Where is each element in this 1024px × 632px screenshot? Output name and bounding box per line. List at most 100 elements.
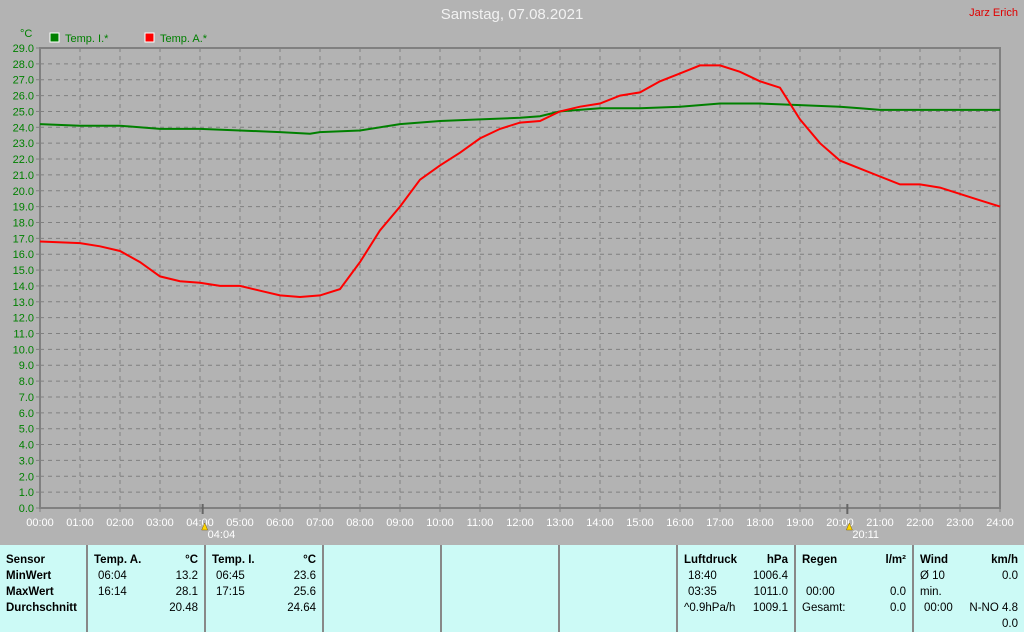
x-tick-label: 08:00 — [346, 517, 374, 529]
marker-label: 04:04 — [208, 529, 236, 541]
y-tick-label: 15.0 — [13, 265, 34, 277]
temp-i-avg: 24.64 — [287, 600, 316, 616]
y-tick-label: 27.0 — [13, 75, 34, 87]
x-tick-label: 12:00 — [506, 517, 534, 529]
temperature-chart: 0.01.02.03.04.05.06.07.08.09.010.011.012… — [0, 0, 1024, 545]
wind-unit: km/h — [969, 552, 1018, 568]
wind-avg-label: Ø 10 min. — [920, 568, 969, 600]
x-tick-label: 09:00 — [386, 517, 414, 529]
y-tick-label: 11.0 — [13, 329, 34, 341]
y-tick-label: 2.0 — [19, 471, 34, 483]
y-tick-label: 28.0 — [13, 59, 34, 71]
y-tick-label: 16.0 — [13, 249, 34, 261]
stats-table: Sensor MinWert MaxWert Durchschnitt Temp… — [0, 545, 1024, 632]
temp-i-max: 25.6 — [287, 584, 316, 600]
y-tick-label: 21.0 — [13, 170, 34, 182]
y-tick-label: 8.0 — [19, 376, 34, 388]
temp-a-max: 28.1 — [169, 584, 198, 600]
wind-max: N-NO 4.8 — [969, 600, 1018, 616]
temp-i-unit: °C — [287, 552, 316, 568]
marker-label: 20:11 — [852, 529, 879, 541]
regen-header: Regen — [802, 552, 886, 568]
y-tick-label: 23.0 — [13, 138, 34, 150]
y-tick-label: 24.0 — [13, 122, 34, 134]
y-tick-label: 4.0 — [19, 440, 34, 452]
x-tick-label: 13:00 — [546, 517, 574, 529]
regen-time: 00:00 — [802, 584, 886, 600]
luftdruck-header: Luftdruck — [684, 552, 753, 568]
x-tick-label: 19:00 — [786, 517, 814, 529]
luftdruck-max: 1011.0 — [753, 584, 788, 600]
series-line-1 — [40, 65, 1000, 297]
x-tick-label: 23:00 — [946, 517, 974, 529]
y-tick-label: 26.0 — [13, 91, 34, 103]
legend-label: Temp. I.* — [65, 33, 109, 45]
x-tick-label: 02:00 — [106, 517, 134, 529]
author-label: Jarz Erich — [969, 7, 1018, 19]
empty-column — [323, 545, 441, 632]
wind-avg: 0.0 — [969, 568, 1018, 600]
luftdruck-unit: hPa — [753, 552, 788, 568]
x-tick-label: 11:00 — [467, 517, 494, 529]
x-tick-label: 03:00 — [146, 517, 174, 529]
temp-i-min-time: 06:45 — [212, 568, 287, 584]
y-tick-label: 12.0 — [13, 313, 34, 325]
y-tick-label: 22.0 — [13, 154, 34, 166]
x-tick-label: 17:00 — [706, 517, 734, 529]
x-tick-label: 21:00 — [866, 517, 894, 529]
y-tick-label: 10.0 — [13, 344, 34, 356]
temp-i-header: Temp. I. — [212, 552, 287, 568]
legend-swatch — [50, 33, 59, 42]
luftdruck-max-time: 03:35 — [684, 584, 753, 600]
temp-a-unit: °C — [169, 552, 198, 568]
x-tick-label: 15:00 — [626, 517, 654, 529]
y-tick-label: 5.0 — [19, 424, 34, 436]
y-tick-label: 7.0 — [19, 392, 34, 404]
x-tick-label: 22:00 — [906, 517, 934, 529]
x-tick-label: 14:00 — [586, 517, 614, 529]
temp-i-max-time: 17:15 — [212, 584, 287, 600]
y-tick-label: 29.0 — [13, 43, 34, 55]
y-axis-unit: °C — [20, 28, 32, 40]
row-label-min: MinWert — [6, 568, 80, 584]
x-tick-label: 01:00 — [66, 517, 94, 529]
x-tick-label: 18:00 — [746, 517, 774, 529]
x-tick-label: 04:00 — [186, 517, 214, 529]
wind-header: Wind — [920, 552, 969, 568]
y-tick-label: 6.0 — [19, 408, 34, 420]
y-tick-label: 13.0 — [13, 297, 34, 309]
y-tick-label: 3.0 — [19, 455, 34, 467]
luftdruck-min-time: 18:40 — [684, 568, 753, 584]
temp-a-max-time: 16:14 — [94, 584, 169, 600]
empty-column — [441, 545, 559, 632]
sensor-column: Sensor MinWert MaxWert Durchschnitt — [0, 545, 86, 616]
y-tick-label: 14.0 — [13, 281, 34, 293]
regen-unit: l/m² — [886, 552, 906, 568]
legend-swatch — [145, 33, 154, 42]
x-tick-label: 05:00 — [226, 517, 254, 529]
regen-total: 0.0 — [886, 600, 906, 616]
row-label-avg: Durchschnitt — [6, 600, 80, 616]
x-tick-label: 06:00 — [266, 517, 294, 529]
luftdruck-avg: 1009.1 — [753, 600, 788, 616]
regen-value: 0.0 — [886, 584, 906, 600]
sensor-header: Sensor — [6, 552, 80, 568]
y-tick-label: 25.0 — [13, 106, 34, 118]
temp-a-min: 13.2 — [169, 568, 198, 584]
y-tick-label: 19.0 — [13, 202, 34, 214]
wind-time: 00:00 — [920, 600, 969, 616]
x-tick-label: 10:00 — [426, 517, 454, 529]
temp-a-header: Temp. A. — [94, 552, 169, 568]
y-tick-label: 0.0 — [19, 503, 34, 515]
y-tick-label: 18.0 — [13, 217, 34, 229]
x-tick-label: 07:00 — [306, 517, 334, 529]
empty-column — [559, 545, 677, 632]
regen-total-label: Gesamt: — [802, 600, 886, 616]
y-tick-label: 9.0 — [19, 360, 34, 372]
chart-title: Samstag, 07.08.2021 — [0, 6, 1024, 23]
y-tick-label: 20.0 — [13, 186, 34, 198]
